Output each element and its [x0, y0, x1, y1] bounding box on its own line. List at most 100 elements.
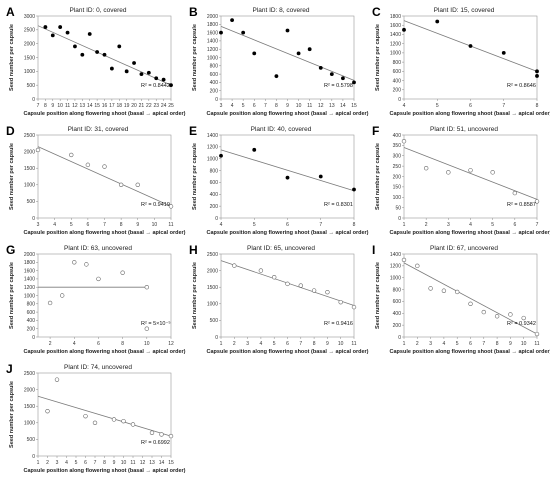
data-point: [415, 263, 420, 269]
y-tick-label: 100: [393, 195, 402, 201]
r-squared-label: R² = 0.8587: [507, 202, 536, 208]
x-tick-label: 5: [436, 103, 439, 109]
x-tick-label: 5: [491, 222, 494, 228]
x-tick-label: 6: [469, 341, 472, 347]
y-tick-label: 500: [27, 437, 36, 443]
panel-letter: H: [189, 243, 198, 257]
data-point: [118, 182, 124, 188]
x-tick-label: 10: [144, 341, 150, 347]
y-tick-label: 800: [210, 168, 219, 174]
data-point: [54, 377, 60, 382]
y-axis-label: Seed number per capsule: [9, 262, 15, 329]
x-axis-label: Capsule position along flowering shoot (…: [390, 349, 550, 355]
y-tick-label: 1500: [24, 404, 35, 410]
data-point: [341, 76, 345, 81]
data-point: [144, 285, 150, 290]
data-point: [84, 262, 89, 267]
y-tick-label: 600: [210, 72, 219, 78]
data-point: [521, 315, 526, 321]
chart-title: Plant ID: 65, uncovered: [247, 245, 315, 252]
x-tick-label: 10: [57, 103, 63, 109]
r-squared-label: R² = 5×10⁻⁵: [141, 320, 171, 327]
data-point: [468, 168, 473, 173]
x-tick-label: 4: [73, 341, 76, 347]
data-point: [258, 268, 264, 273]
data-point: [512, 190, 518, 196]
x-tick-label: 6: [469, 103, 472, 109]
panel-letter: J: [6, 362, 13, 376]
y-tick-label: 2000: [207, 14, 218, 20]
chart-title: Plant ID: 40, covered: [251, 126, 312, 133]
x-tick-label: 23: [153, 103, 159, 109]
y-tick-label: 400: [210, 80, 219, 86]
chart-panel-e: E Plant ID: 40, covered 0 200 400 600 800 1000 1…: [189, 124, 369, 236]
x-tick-label: 2: [49, 341, 52, 347]
x-tick-label: 2: [233, 341, 236, 347]
x-tick-label: 3: [447, 222, 450, 228]
x-tick-label: 1: [220, 341, 223, 347]
plot-area: [37, 15, 172, 100]
data-point: [85, 162, 91, 168]
y-tick-label: 1800: [24, 260, 35, 266]
y-tick-label: 200: [393, 323, 402, 329]
x-tick-label: 22: [146, 103, 152, 109]
x-tick-label: 6: [253, 103, 256, 109]
data-point: [102, 52, 107, 57]
y-tick-label: 2000: [24, 252, 35, 258]
x-tick-label: 18: [116, 103, 122, 109]
data-point: [285, 281, 290, 287]
x-axis-label: Capsule position along flowering shoot (…: [390, 230, 550, 236]
x-axis-label: Capsule position along flowering shoot (…: [24, 349, 186, 355]
x-axis-label: Capsule position along flowering shoot (…: [24, 468, 186, 474]
data-point: [65, 30, 70, 35]
plot-area: [37, 372, 172, 457]
data-point: [80, 52, 85, 57]
y-tick-label: 0: [32, 97, 35, 103]
trend-line: [37, 146, 172, 207]
data-point: [311, 288, 317, 293]
trend-line: [403, 147, 538, 200]
y-tick-label: 2500: [24, 371, 35, 377]
y-tick-label: 1400: [24, 277, 35, 283]
r-squared-label: R² = 0.9419: [141, 202, 170, 208]
x-tick-label: 8: [536, 103, 539, 109]
x-tick-label: 7: [319, 222, 322, 228]
y-tick-label: 1200: [207, 145, 218, 151]
x-tick-label: 7: [536, 222, 539, 228]
data-point: [352, 80, 356, 85]
r-squared-label: R² = 0.8646: [507, 83, 536, 89]
x-tick-label: 10: [521, 341, 527, 347]
x-tick-label: 8: [313, 341, 316, 347]
x-tick-label: 4: [403, 103, 406, 109]
y-tick-label: 0: [398, 97, 401, 103]
chart-panel-b: B Plant ID: 8, covered 0 200 400 600 800 1000 12…: [189, 5, 369, 117]
y-tick-label: 0: [215, 335, 218, 341]
data-point: [274, 74, 279, 79]
y-axis-label: Seed number per capsule: [192, 262, 198, 329]
y-tick-label: 1600: [207, 30, 218, 36]
data-point: [338, 299, 343, 305]
data-point: [87, 32, 92, 36]
x-tick-label: 2: [425, 222, 428, 228]
y-tick-label: 1400: [390, 252, 401, 258]
chart-panel-i: I Plant ID: 67, uncovered 0 200 400 600 800 100…: [372, 243, 550, 355]
x-tick-label: 5: [253, 222, 256, 228]
y-tick-label: 1500: [24, 166, 35, 172]
data-point: [161, 77, 166, 82]
y-tick-label: 0: [32, 454, 35, 460]
data-point: [307, 47, 312, 52]
y-tick-label: 400: [393, 311, 402, 317]
data-point: [149, 430, 155, 435]
panel-letter: B: [189, 5, 198, 19]
x-axis-label: Capsule position along flowering shoot (…: [390, 111, 550, 117]
y-tick-label: 1000: [207, 55, 218, 61]
x-tick-label: 14: [340, 103, 346, 109]
y-axis-label: Seed number per capsule: [9, 143, 15, 210]
data-point: [494, 314, 500, 319]
x-tick-label: 10: [121, 460, 127, 466]
data-point: [35, 147, 41, 153]
data-point: [117, 44, 122, 49]
plot-area: [403, 253, 538, 338]
y-tick-label: 150: [393, 185, 402, 191]
x-tick-label: 1: [403, 341, 406, 347]
